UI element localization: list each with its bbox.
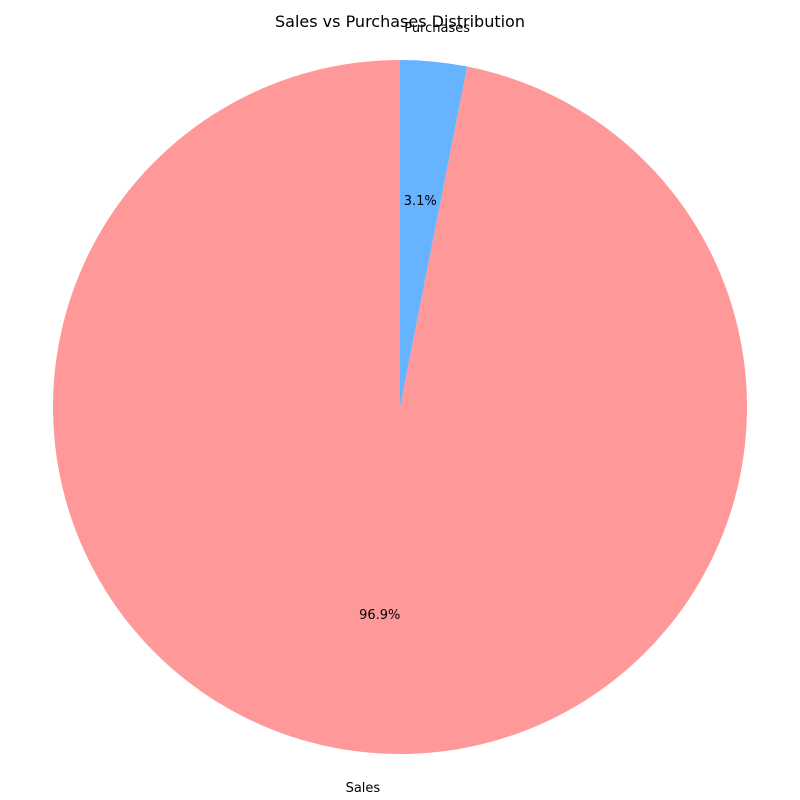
pie-labels: Sales 96.9% Purchases 3.1% bbox=[346, 21, 471, 796]
slice-label-sales: Sales bbox=[346, 781, 381, 796]
slice-pct-purchases: 3.1% bbox=[404, 194, 437, 209]
slice-label-purchases: Purchases bbox=[404, 21, 470, 36]
slice-pct-sales: 96.9% bbox=[359, 608, 400, 623]
pie-slice-purchases bbox=[400, 60, 468, 407]
pie-slices bbox=[52, 60, 748, 754]
chart-title: Sales vs Purchases Distribution bbox=[275, 12, 525, 31]
